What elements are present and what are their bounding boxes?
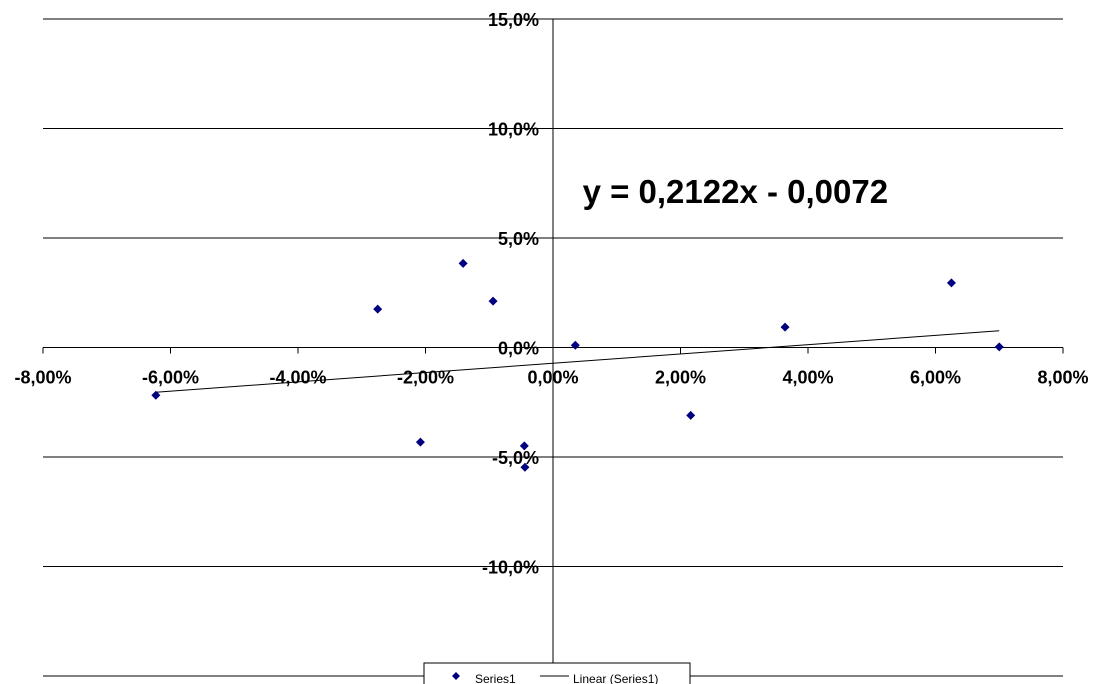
x-tick-label-3: -2,00% xyxy=(397,368,454,388)
y-tick-label-4: -5,0% xyxy=(492,448,539,468)
legend: Series1 Linear (Series1) xyxy=(423,662,691,684)
x-tick-label-4: 0,00% xyxy=(527,368,578,388)
legend-box xyxy=(423,662,691,684)
trendline-linear-series1 xyxy=(155,330,1000,393)
series1-point-4 xyxy=(488,296,498,306)
x-axis-ticks xyxy=(42,347,1064,354)
series1-point-9 xyxy=(780,322,790,332)
series1-point-11 xyxy=(994,342,1004,352)
series1-point-5 xyxy=(519,441,529,451)
legend-series1-marker-icon xyxy=(452,672,460,680)
trendline-equation: y = 0,2122x - 0,0072 xyxy=(583,173,889,210)
x-tick-label-2: -4,00% xyxy=(269,368,326,388)
series1-point-10 xyxy=(946,278,956,288)
x-tick-label-0: -8,00% xyxy=(14,368,71,388)
series1-point-1 xyxy=(373,304,383,314)
x-tick-label-8: 8,00% xyxy=(1037,368,1088,388)
y-tick-label-5: -10,0% xyxy=(482,558,539,578)
series1-point-2 xyxy=(415,437,425,447)
x-tick-label-6: 4,00% xyxy=(782,368,833,388)
legend-trendline-label: Linear (Series1) xyxy=(573,672,658,684)
y-tick-label-2: 5,0% xyxy=(498,229,539,249)
y-tick-label-3: 0,0% xyxy=(498,339,539,359)
x-tick-label-7: 6,00% xyxy=(910,368,961,388)
series1-points xyxy=(151,258,1004,472)
series1-point-0 xyxy=(151,390,161,400)
y-tick-label-0: 15,0% xyxy=(488,10,539,30)
series1-point-7 xyxy=(570,340,580,350)
x-tick-label-5: 2,00% xyxy=(655,368,706,388)
series1-point-3 xyxy=(458,258,468,268)
legend-series1-label: Series1 xyxy=(475,672,516,684)
series1-point-6 xyxy=(520,462,530,472)
x-tick-label-1: -6,00% xyxy=(142,368,199,388)
y-axis-tick-labels: 15,0% 10,0% 5,0% 0,0% -5,0% -10,0% xyxy=(482,10,539,578)
series1-point-8 xyxy=(686,410,696,420)
x-axis-tick-labels: -8,00% -6,00% -4,00% -2,00% 0,00% 2,00% 4,00% 6… xyxy=(14,368,1088,388)
y-tick-label-1: 10,0% xyxy=(488,120,539,140)
